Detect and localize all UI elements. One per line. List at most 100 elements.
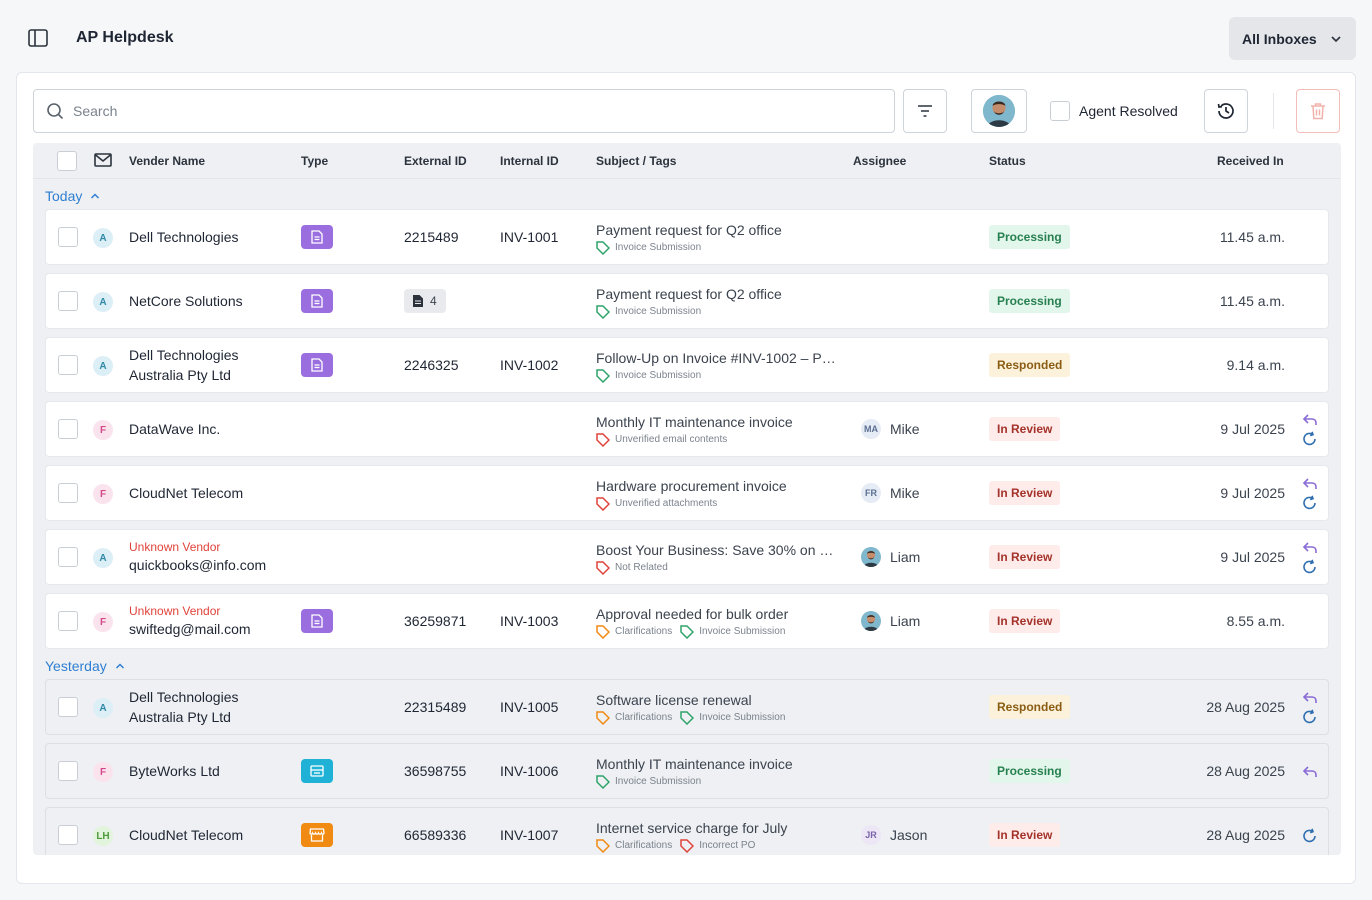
table-row[interactable]: F Unknown Vendor swiftedg@mail.com 362598… [45, 593, 1329, 649]
sidebar-toggle-icon[interactable] [28, 29, 48, 47]
assignee-cell[interactable]: Liam [861, 611, 920, 631]
subject-text: Internet service charge for July [596, 820, 788, 836]
assignee-cell[interactable]: JR Jason [861, 825, 927, 845]
ticket-table: Vender Name Type External ID Internal ID… [33, 143, 1341, 855]
row-checkbox[interactable] [58, 697, 78, 717]
forward-icon[interactable] [1302, 828, 1318, 844]
table-row[interactable]: F DataWave Inc. Monthly IT maintenance i… [45, 401, 1329, 457]
row-checkbox[interactable] [58, 761, 78, 781]
col-status[interactable]: Status [989, 154, 1026, 168]
document-icon [413, 295, 423, 307]
assignee-avatar [861, 611, 881, 631]
tag: Clarifications [596, 839, 672, 853]
search-input[interactable] [73, 103, 853, 119]
tag: Not Related [596, 561, 668, 575]
group-yesterday[interactable]: Yesterday [45, 658, 125, 674]
filter-button[interactable] [903, 89, 947, 133]
assignee-avatar [861, 547, 881, 567]
tag-icon [596, 561, 610, 575]
user-avatar-button[interactable] [971, 89, 1027, 133]
unknown-vendor-label: Unknown Vendor [129, 604, 221, 618]
col-vendor[interactable]: Vender Name [129, 154, 206, 168]
group-label: Today [45, 188, 83, 204]
row-checkbox[interactable] [58, 419, 78, 439]
forward-icon[interactable] [1302, 431, 1318, 447]
received-time: 28 Aug 2025 [1206, 763, 1285, 779]
row-checkbox[interactable] [58, 611, 78, 631]
col-type[interactable]: Type [301, 154, 329, 168]
col-internal-id[interactable]: Internal ID [500, 154, 559, 168]
row-checkbox[interactable] [58, 291, 78, 311]
table-row[interactable]: LH CloudNet Telecom 66589336 INV-1007 In… [45, 807, 1329, 855]
inbox-selector[interactable]: All Inboxes [1229, 17, 1356, 60]
row-checkbox[interactable] [58, 355, 78, 375]
internal-id: INV-1001 [500, 229, 559, 245]
forward-icon[interactable] [1302, 495, 1318, 511]
assignee-cell[interactable]: FR Mike [861, 483, 920, 503]
select-all-checkbox[interactable] [57, 151, 77, 171]
row-checkbox[interactable] [58, 483, 78, 503]
tag-icon [680, 711, 695, 725]
subject-cell: Boost Your Business: Save 30% on QuickBo… [596, 541, 846, 575]
col-external-id[interactable]: External ID [404, 154, 467, 168]
tag: Clarifications [596, 711, 672, 725]
row-checkbox[interactable] [58, 227, 78, 247]
agent-resolved-toggle[interactable]: Agent Resolved [1050, 101, 1178, 121]
row-checkbox[interactable] [58, 825, 78, 845]
vendor-cell: DataWave Inc. [129, 402, 220, 456]
delete-button[interactable] [1296, 89, 1340, 133]
tag-label: Invoice Submission [615, 776, 702, 787]
table-row[interactable]: F CloudNet Telecom Hardware procurement … [45, 465, 1329, 521]
assignee-initials: JR [861, 825, 881, 845]
row-actions [1302, 476, 1318, 512]
vendor-cell: Dell Technologies Australia Pty Ltd [129, 680, 238, 734]
reply-icon[interactable] [1302, 540, 1318, 556]
received-time: 9.14 a.m. [1226, 357, 1285, 373]
table-row[interactable]: F ByteWorks Ltd 36598755 INV-1006 Monthl… [45, 743, 1329, 799]
tag-icon [596, 625, 610, 639]
table-header: Vender Name Type External ID Internal ID… [33, 143, 1341, 179]
subject-cell: Internet service charge for July Clarifi… [596, 819, 846, 853]
forward-icon[interactable] [1302, 709, 1318, 725]
group-label: Yesterday [45, 658, 107, 674]
vendor-name: Dell Technologies [129, 689, 239, 705]
table-row[interactable]: A Dell Technologies Australia Pty Ltd 223… [45, 679, 1329, 735]
table-row[interactable]: A Dell Technologies 2215489 INV-1001 Pay… [45, 209, 1329, 265]
attachments-chip[interactable]: 4 [404, 289, 446, 313]
assignee-name: Jason [890, 827, 928, 843]
source-badge: F [93, 420, 113, 440]
col-subject[interactable]: Subject / Tags [596, 154, 677, 168]
row-checkbox[interactable] [58, 547, 78, 567]
assignee-cell[interactable]: Liam [861, 547, 920, 567]
subject-text: Payment request for Q2 office [596, 222, 782, 238]
source-badge: F [93, 762, 113, 782]
reply-icon[interactable] [1302, 412, 1318, 428]
internal-id: INV-1005 [500, 699, 559, 715]
subject-text: Software license renewal [596, 692, 752, 708]
chevron-up-icon [115, 663, 124, 669]
reply-icon[interactable] [1302, 476, 1318, 492]
tag-label: Invoice Submission [699, 626, 786, 637]
status-badge: In Review [989, 481, 1061, 505]
subject-cell: Approval needed for bulk order Clarifica… [596, 605, 846, 639]
group-today[interactable]: Today [45, 188, 100, 204]
agent-resolved-checkbox[interactable] [1050, 101, 1070, 121]
status-badge: In Review [989, 417, 1061, 441]
forward-icon[interactable] [1302, 559, 1318, 575]
search-box[interactable] [33, 89, 895, 133]
reply-icon[interactable] [1302, 690, 1318, 706]
col-received[interactable]: Received In [1217, 154, 1284, 168]
reply-icon[interactable] [1302, 764, 1318, 780]
table-row[interactable]: A Dell Technologies Australia Pty Ltd 224… [45, 337, 1329, 393]
tag: Invoice Submission [596, 369, 701, 383]
tag-icon [596, 241, 610, 255]
assignee-cell[interactable]: MA Mike [861, 419, 920, 439]
col-assignee[interactable]: Assignee [853, 154, 907, 168]
received-time: 9 Jul 2025 [1220, 485, 1285, 501]
status-badge: Processing [989, 289, 1070, 313]
tag-label: Invoice Submission [615, 242, 702, 253]
table-row[interactable]: A Unknown Vendor quickbooks@info.com Boos… [45, 529, 1329, 585]
subject-text: Boost Your Business: Save 30% on QuickBo… [596, 542, 836, 558]
history-button[interactable] [1204, 89, 1248, 133]
table-row[interactable]: A NetCore Solutions 4 Payment request fo… [45, 273, 1329, 329]
